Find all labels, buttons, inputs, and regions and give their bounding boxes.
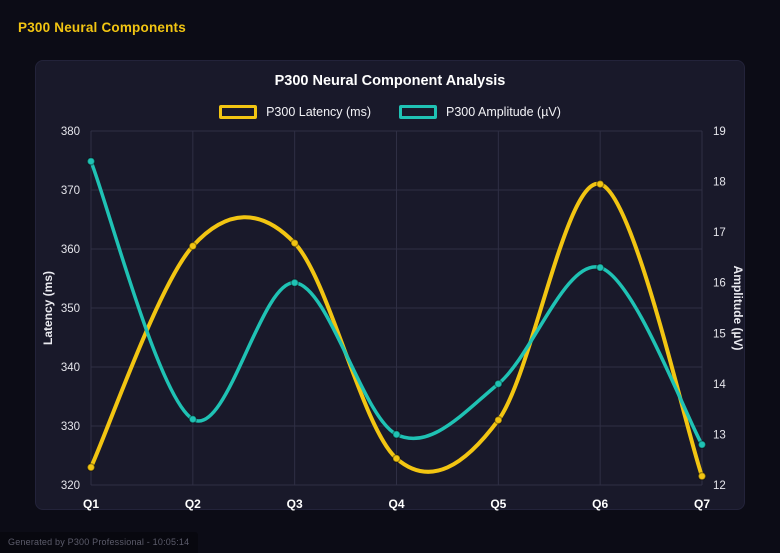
chart-title: P300 Neural Component Analysis [274,73,506,89]
svg-text:18: 18 [713,177,726,189]
chart-legend: P300 Latency (ms) P300 Amplitude (µV) [36,105,744,119]
svg-text:16: 16 [713,278,726,290]
svg-text:Q7: Q7 [694,497,710,511]
right-axis-title: Amplitude (µV) [731,266,745,351]
svg-text:370: 370 [61,185,80,197]
data-point [392,454,401,463]
svg-text:Q2: Q2 [185,497,201,511]
data-point [188,241,198,251]
svg-text:Q1: Q1 [83,497,99,511]
legend-item-amplitude[interactable]: P300 Amplitude (µV) [399,105,561,119]
svg-text:19: 19 [713,126,726,138]
footer-status: Generated by P300 Professional - 10:05:1… [0,532,199,553]
axis-tick-labels: 320 330 340 350 360 370 380 12 13 14 15 16 17 18 19 Q1 Q… [61,126,727,511]
data-point [595,179,605,189]
svg-text:Q5: Q5 [490,497,506,511]
data-point [392,430,401,439]
data-point [494,415,503,425]
data-point [86,462,96,472]
svg-text:17: 17 [713,227,726,239]
legend-label: P300 Amplitude (µV) [446,105,561,119]
svg-text:360: 360 [61,244,80,256]
legend-swatch [399,105,437,119]
svg-text:380: 380 [61,126,80,138]
series-latency [86,179,707,481]
data-point [290,238,299,248]
legend-label: P300 Latency (ms) [266,105,371,119]
chart-panel: P300 Neural Component Analysis P300 Late… [35,60,745,511]
series-amplitude [86,157,707,449]
svg-text:13: 13 [713,429,726,441]
left-axis-title: Latency (ms) [41,271,55,345]
data-point [86,157,96,166]
svg-text:350: 350 [61,303,80,315]
legend-swatch [219,105,258,119]
svg-text:12: 12 [713,480,726,492]
svg-text:Q4: Q4 [388,497,404,511]
app-header-title: P300 Neural Components [18,20,186,35]
data-point [697,471,707,481]
data-point [697,440,707,449]
legend-item-latency[interactable]: P300 Latency (ms) [219,105,371,119]
data-point [188,414,198,424]
svg-text:320: 320 [61,480,80,492]
svg-text:330: 330 [61,421,80,433]
svg-text:Q3: Q3 [287,497,303,511]
svg-text:15: 15 [713,328,726,340]
svg-text:14: 14 [713,379,726,391]
data-point [290,278,299,288]
svg-text:340: 340 [61,362,80,374]
data-point [494,379,503,389]
svg-text:Q6: Q6 [592,497,608,511]
data-point [595,263,605,272]
chart-svg: 320 330 340 350 360 370 380 12 13 14 15 16 17 18 19 Q1 Q… [41,126,745,511]
grid-lines [90,130,703,486]
